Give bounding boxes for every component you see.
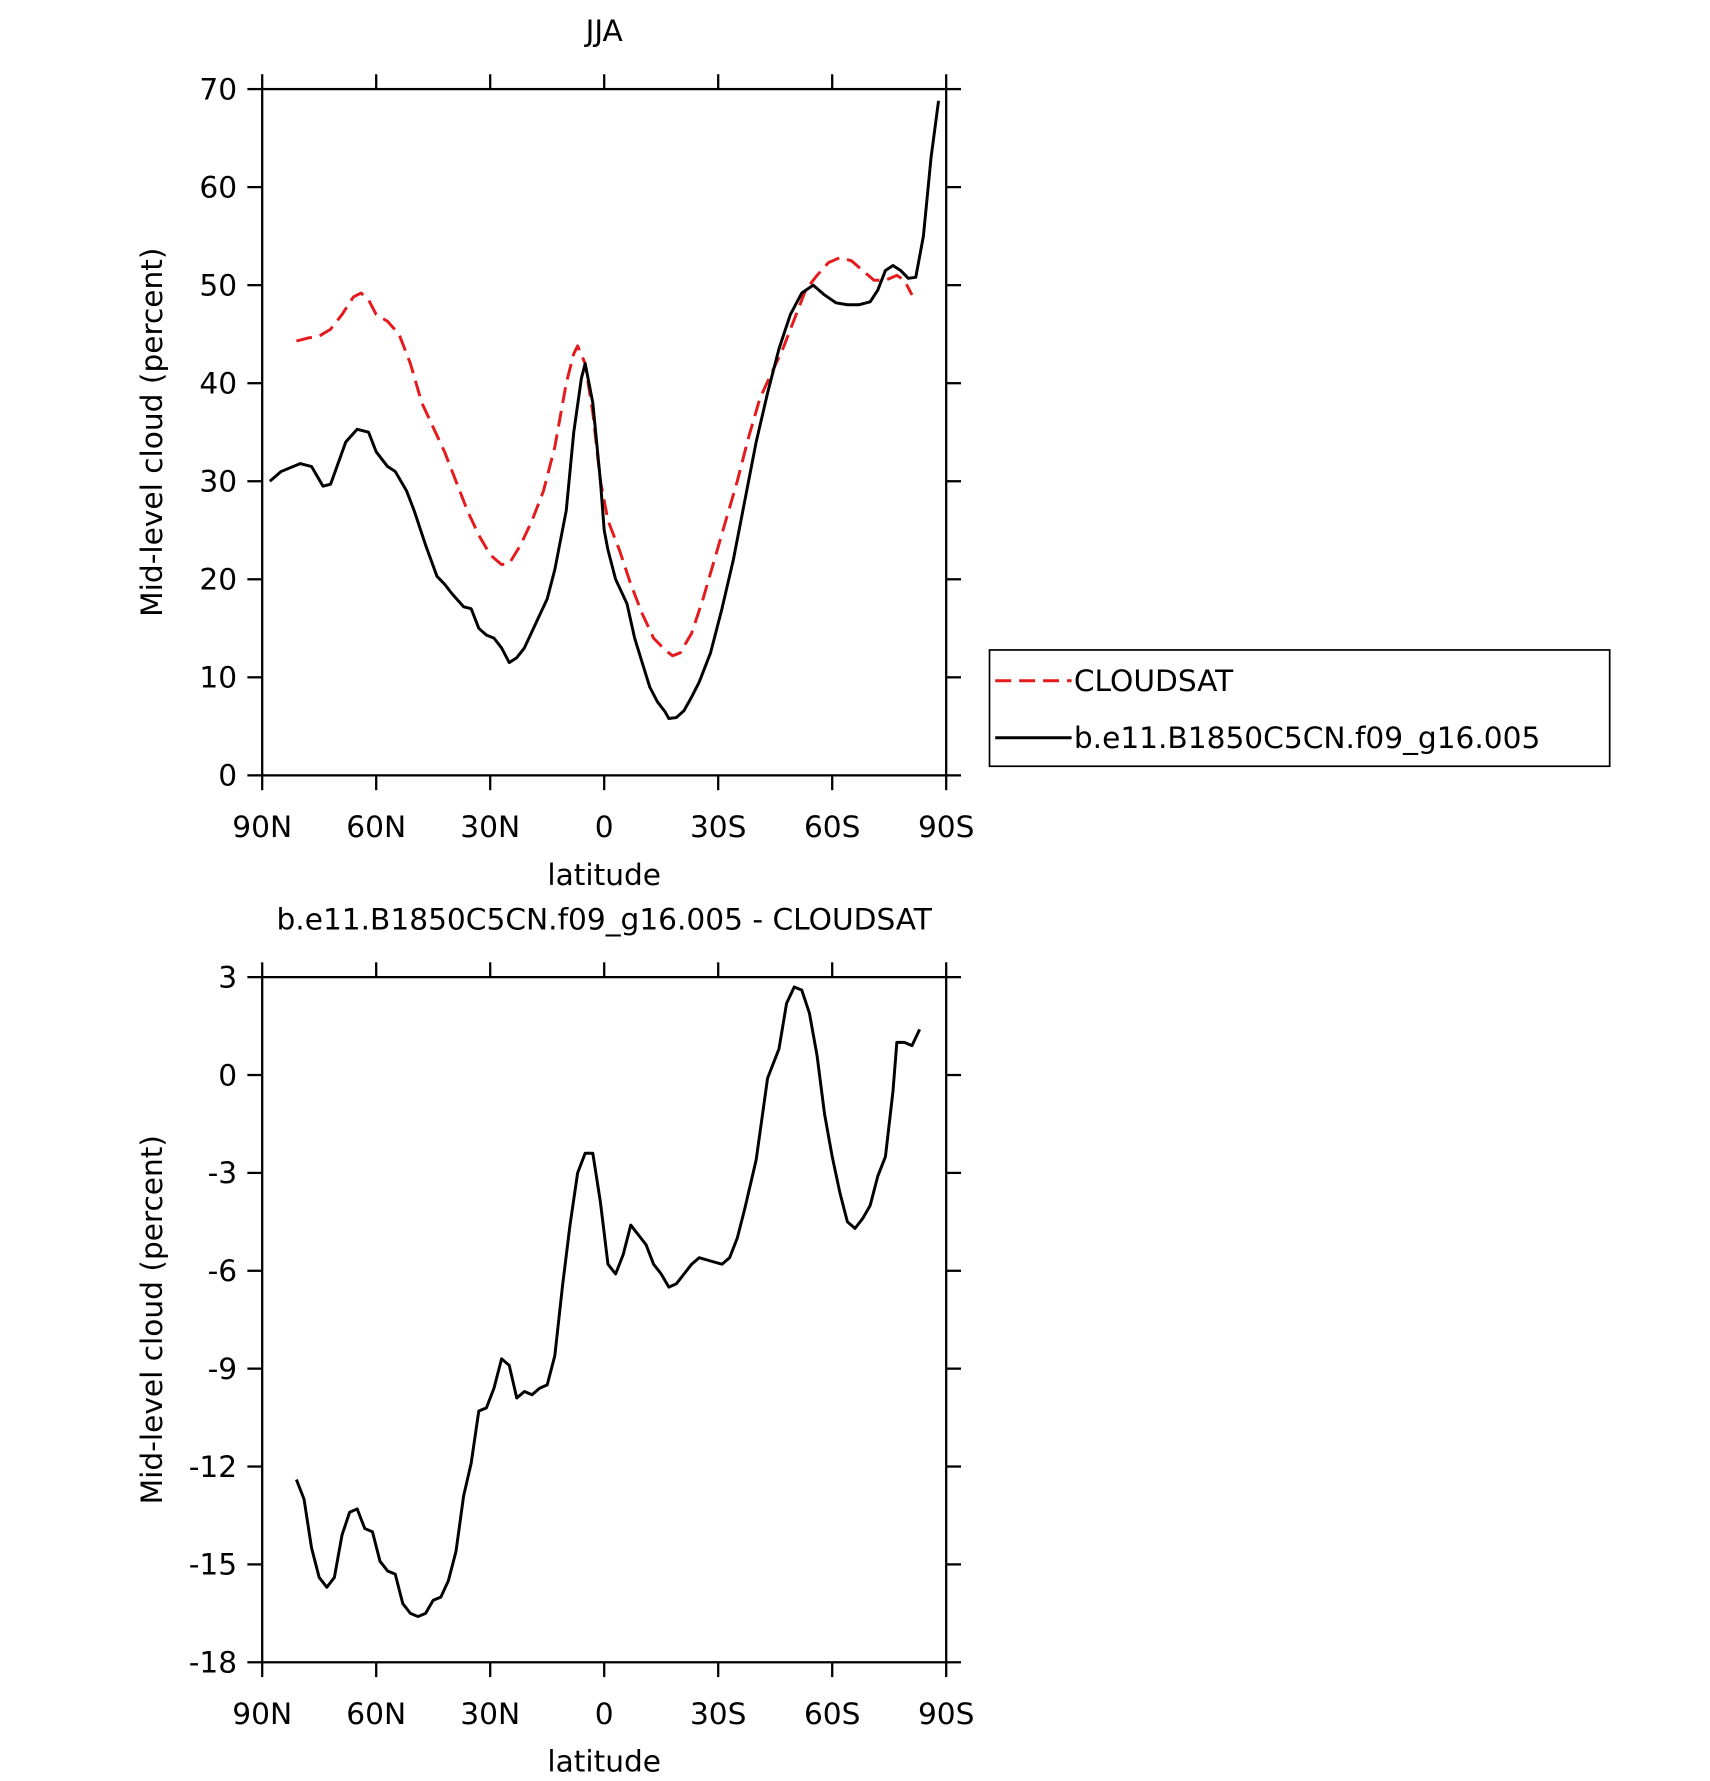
y-tick-label: 0	[218, 1057, 237, 1092]
y-axis-label: Mid-level cloud (percent)	[134, 1135, 169, 1504]
chart-title: b.e11.B1850C5CN.f09_g16.005 - CLOUDSAT	[277, 901, 933, 936]
x-tick-label: 60N	[346, 809, 406, 844]
y-tick-label: 0	[218, 758, 237, 793]
x-tick-label: 90S	[918, 1696, 975, 1731]
x-tick-label: 60S	[804, 1696, 861, 1731]
y-tick-label: 40	[199, 365, 237, 400]
x-tick-label: 90S	[918, 809, 975, 844]
y-tick-label: -6	[208, 1253, 238, 1288]
legend-box	[988, 649, 1611, 768]
x-axis-label: latitude	[547, 1744, 661, 1779]
plot-frame	[261, 976, 948, 1664]
y-tick-label: 30	[199, 464, 237, 499]
x-tick-label: 90N	[232, 809, 292, 844]
data-line	[296, 256, 914, 658]
x-tick-label: 0	[595, 1696, 614, 1731]
x-tick-label: 30N	[460, 1696, 520, 1731]
x-axis-label: latitude	[547, 857, 661, 892]
x-tick-label: 90N	[232, 1696, 292, 1731]
y-tick-label: 20	[199, 562, 237, 597]
plot-frame	[261, 87, 948, 777]
chart-title: JJA	[584, 13, 624, 48]
legend-label: CLOUDSAT	[1074, 663, 1234, 698]
y-tick-label: -18	[189, 1645, 237, 1680]
x-tick-label: 60N	[346, 1696, 406, 1731]
y-axis-label: Mid-level cloud (percent)	[134, 248, 169, 617]
x-tick-label: 60S	[804, 809, 861, 844]
data-line	[295, 985, 921, 1619]
x-tick-label: 0	[595, 809, 614, 844]
y-tick-label: 70	[199, 71, 237, 106]
y-tick-label: -3	[208, 1155, 238, 1190]
y-tick-label: 50	[199, 267, 237, 302]
x-tick-label: 30N	[460, 809, 520, 844]
x-tick-label: 30S	[690, 1696, 747, 1731]
y-tick-label: 3	[218, 959, 237, 994]
legend-label: b.e11.B1850C5CN.f09_g16.005	[1074, 720, 1540, 755]
y-tick-label: 10	[199, 660, 237, 695]
y-tick-label: -9	[208, 1351, 238, 1386]
data-line	[268, 100, 941, 720]
x-tick-label: 30S	[690, 809, 747, 844]
y-tick-label: -15	[189, 1547, 237, 1582]
y-tick-label: -12	[189, 1449, 237, 1484]
y-tick-label: 60	[199, 169, 237, 204]
